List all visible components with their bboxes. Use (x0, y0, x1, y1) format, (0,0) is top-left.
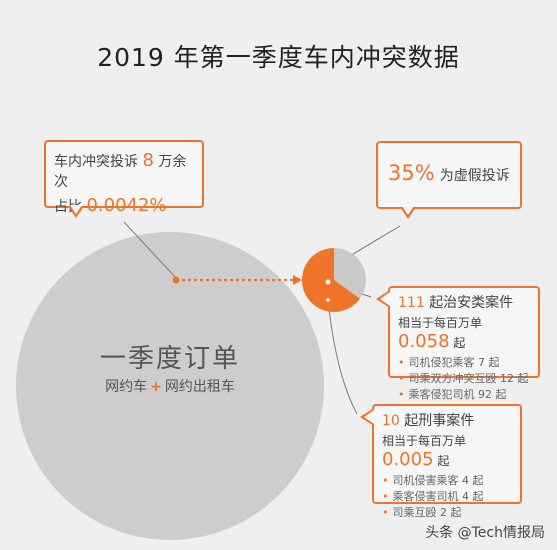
ratio-value: 0.0042% (86, 195, 167, 216)
bullet-icon: • (398, 388, 405, 401)
security-rate: 相当于每百万单 0.058 起 (398, 314, 530, 352)
complaints-line: 车内冲突投诉 8 万余次 (54, 150, 194, 191)
false-label: 为虚假投诉 (439, 168, 510, 184)
pie-chart (302, 248, 367, 312)
footer-watermark: 头条 @Tech情报局 (425, 525, 545, 541)
criminal-rate-value: 0.005 (382, 449, 434, 470)
pie-center-dot (325, 279, 331, 285)
complaints-callout: 车内冲突投诉 8 万余次 占比 0.0042% (44, 140, 204, 218)
security-header: 111 起治安类案件 (398, 292, 530, 312)
security-cases-callout: 111 起治安类案件 相当于每百万单 0.058 起 • 司机侵犯乘客 7 起 •… (376, 286, 540, 401)
complaints-count: 8 (142, 150, 154, 171)
list-item-text: 司机侵害乘客 4 起 (392, 474, 484, 487)
list-item-text: 司乘双方冲突互殴 12 起 (408, 372, 529, 385)
bullet-icon: • (382, 490, 389, 503)
list-item: • 司机侵犯乘客 7 起 (398, 355, 530, 371)
link-arrow (293, 275, 302, 285)
list-item: • 乘客侵害司机 4 起 (382, 489, 512, 505)
list-item-text: 乘客侵害司机 4 起 (392, 490, 484, 503)
security-rate-label: 相当于每百万单 (398, 316, 483, 330)
taxi-label: 网约出租车 (164, 379, 235, 395)
criminal-count: 10 (382, 413, 400, 429)
callout-tail-inner (364, 410, 374, 424)
plus-sign: + (150, 379, 162, 395)
security-label: 起治安类案件 (429, 295, 514, 311)
pie-slice-1 (302, 248, 360, 312)
list-item-text: 乘客侵犯司机 92 起 (408, 388, 507, 401)
callout-tail-inner (70, 205, 82, 214)
complaints-prefix: 车内冲突投诉 (54, 154, 138, 170)
link-dot (172, 276, 180, 284)
list-item: • 司乘互殴 2 起 (382, 505, 512, 521)
security-rate-value: 0.058 (398, 331, 450, 352)
criminal-rate: 相当于每百万单 0.005 起 (382, 432, 512, 470)
criminal-label: 起刑事案件 (404, 413, 475, 429)
pie-slice-0 (334, 248, 367, 299)
false-percent: 35% (388, 161, 435, 185)
orders-circle-label: 一季度订单 (99, 344, 240, 374)
list-item: • 乘客侵犯司机 92 起 (398, 387, 530, 403)
pie-inner-dot (326, 298, 330, 302)
bullet-icon: • (382, 474, 389, 487)
criminal-rate-unit: 起 (437, 454, 450, 468)
criminal-list: • 司机侵害乘客 4 起 • 乘客侵害司机 4 起 • 司乘互殴 2 起 (382, 473, 512, 521)
bullet-icon: • (398, 372, 405, 385)
security-list: • 司机侵犯乘客 7 起 • 司乘双方冲突互殴 12 起 • 乘客侵犯司机 92 起 (398, 355, 530, 403)
security-rate-unit: 起 (453, 336, 466, 350)
ride-hailing-label: 网约车 (105, 379, 148, 395)
criminal-header: 10 起刑事案件 (382, 410, 512, 430)
orders-circle (16, 232, 324, 540)
callout-tail-inner (380, 292, 390, 306)
false-complaints-callout: 35% 为虚假投诉 (376, 141, 522, 219)
criminal-cases-callout: 10 起刑事案件 相当于每百万单 0.005 起 • 司机侵害乘客 4 起 • 乘客… (360, 404, 522, 519)
complaints-suffix: 万余次 (54, 154, 187, 190)
connector-c1 (123, 221, 177, 279)
callout-tail-inner (402, 206, 414, 215)
security-count: 111 (398, 295, 425, 311)
list-item-text: 司机侵犯乘客 7 起 (408, 356, 500, 369)
page-title: 2019 年第一季度车内冲突数据 (97, 43, 460, 72)
criminal-rate-label: 相当于每百万单 (382, 434, 467, 448)
list-item: • 司机侵害乘客 4 起 (382, 473, 512, 489)
bullet-icon: • (398, 356, 405, 369)
bullet-icon: • (382, 506, 389, 519)
list-item-text: 司乘互殴 2 起 (392, 506, 462, 519)
list-item: • 司乘双方冲突互殴 12 起 (398, 371, 530, 387)
connector-c4 (327, 299, 358, 415)
orders-circle-sublabel: 网约车 + 网约出租车 (16, 376, 324, 396)
